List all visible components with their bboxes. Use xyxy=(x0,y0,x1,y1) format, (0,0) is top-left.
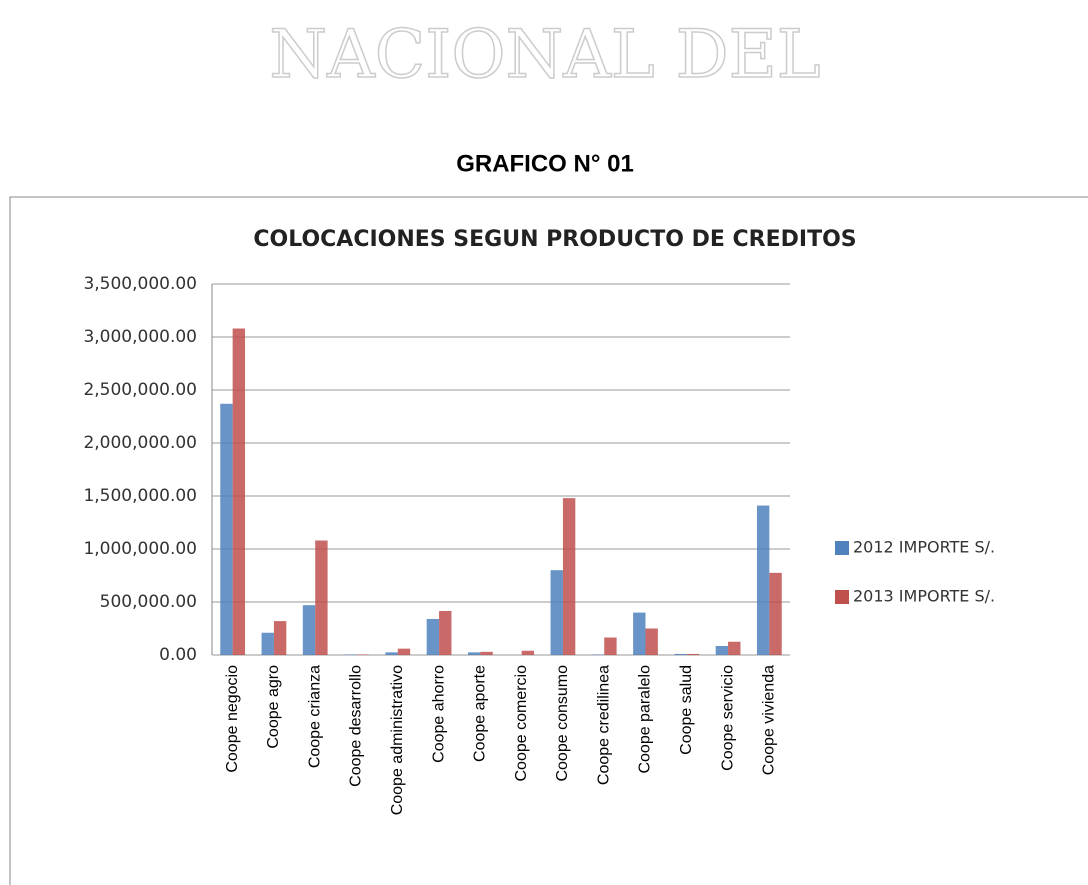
bar xyxy=(315,540,328,655)
bar xyxy=(756,505,770,655)
x-tick-label: Coope administrativo xyxy=(389,665,406,815)
x-tick-label: Coope agro xyxy=(265,665,282,749)
y-tick-label: 0.00 xyxy=(159,645,197,665)
heading: GRAFICO N° 01 xyxy=(456,150,634,177)
bar xyxy=(550,570,563,655)
y-tick-label: 500,000.00 xyxy=(100,592,197,612)
bar xyxy=(633,612,646,655)
x-tick-label: Coope aporte xyxy=(472,665,489,762)
x-tick-label: Coope negocio xyxy=(224,665,241,773)
legend-label: 2012 IMPORTE S/. xyxy=(853,538,995,557)
bar xyxy=(302,605,316,655)
bar xyxy=(385,652,398,655)
y-tick-label: 1,500,000.00 xyxy=(83,486,197,506)
bar xyxy=(562,498,576,655)
bar xyxy=(686,653,700,655)
watermark: NACIONAL DEL xyxy=(269,16,820,93)
y-tick-label: 2,000,000.00 xyxy=(83,433,197,453)
bar xyxy=(521,650,535,655)
y-tick-label: 1,000,000.00 xyxy=(83,539,197,559)
bar xyxy=(728,641,741,655)
bar xyxy=(674,653,687,655)
x-tick-label: Coope consumo xyxy=(554,665,571,782)
bar xyxy=(232,328,246,655)
bar xyxy=(467,652,481,655)
y-tick-label: 2,500,000.00 xyxy=(83,380,197,400)
bar xyxy=(273,621,287,655)
bar xyxy=(426,618,440,655)
bar xyxy=(591,654,605,655)
chart-title: COLOCACIONES SEGUN PRODUCTO DE CREDITOS xyxy=(253,227,856,252)
x-tick-label: Coope vivienda xyxy=(761,665,778,775)
y-tick-label: 3,500,000.00 xyxy=(83,274,197,294)
x-tick-label: Coope paralelo xyxy=(637,665,654,774)
x-tick-label: Coope ahorro xyxy=(430,665,447,763)
bar xyxy=(356,654,369,655)
x-tick-label: Coope comercio xyxy=(513,665,530,782)
x-tick-label: Coope servicio xyxy=(719,665,736,771)
legend-swatch xyxy=(835,541,849,555)
bar xyxy=(439,611,452,655)
x-tick-label: Coope salud xyxy=(678,665,695,755)
x-tick-label: Coope crianza xyxy=(306,665,323,768)
x-tick-label: Coope credilinea xyxy=(595,665,612,785)
x-tick-label: Coope desarrollo xyxy=(348,665,365,787)
bar xyxy=(397,648,411,655)
y-tick-label: 3,000,000.00 xyxy=(83,327,197,347)
bar xyxy=(344,654,357,655)
bar xyxy=(480,651,493,655)
bar xyxy=(261,632,274,655)
bar xyxy=(769,572,782,655)
bar xyxy=(715,645,729,655)
bar xyxy=(604,637,617,655)
legend-label: 2013 IMPORTE S/. xyxy=(853,587,995,606)
legend-swatch xyxy=(835,590,849,604)
bar xyxy=(220,403,233,655)
bar xyxy=(645,628,658,655)
chart-frame xyxy=(9,196,1088,885)
